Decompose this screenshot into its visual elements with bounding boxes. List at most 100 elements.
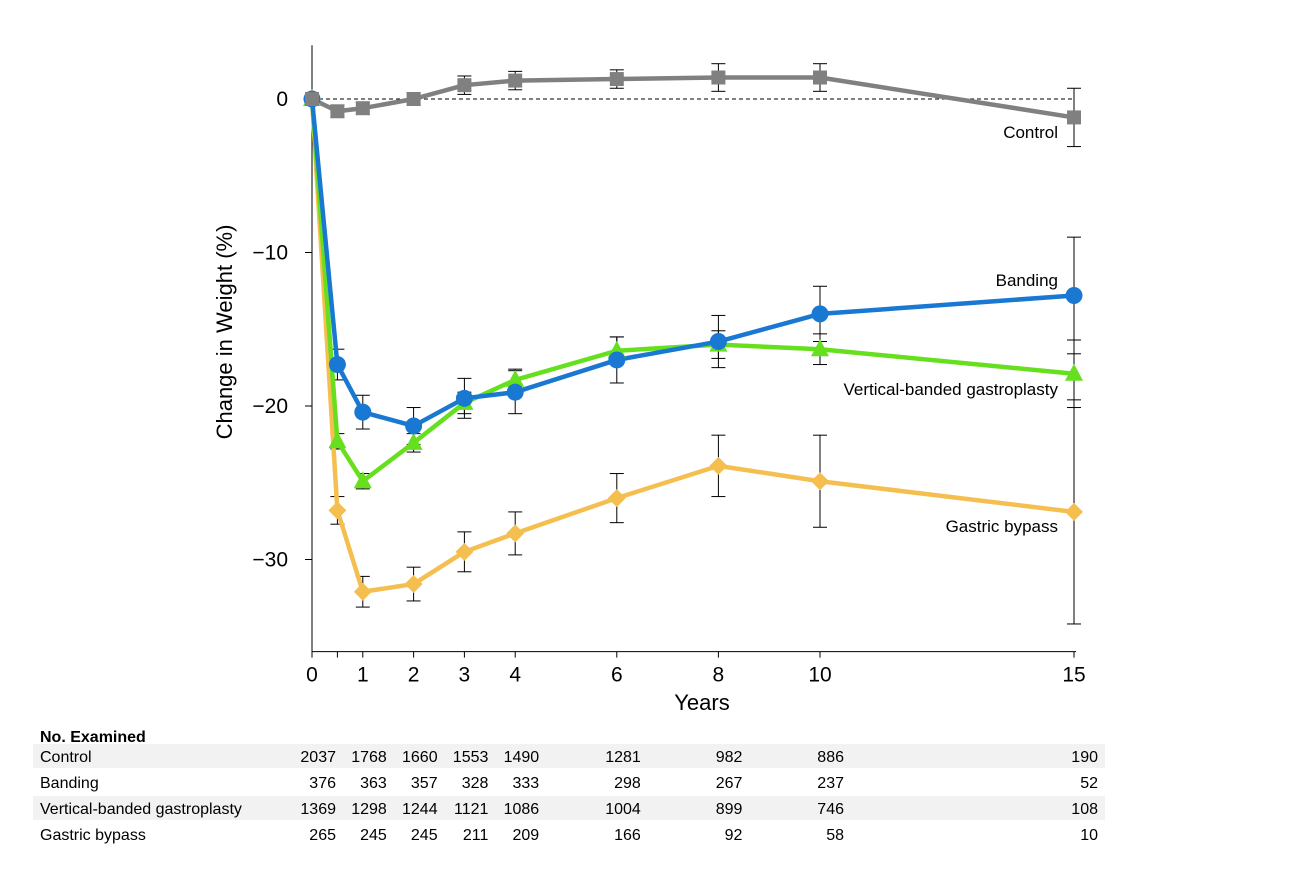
series-line-banding [309, 98, 1075, 429]
table-cell: 1086 [504, 801, 540, 818]
table-cell: 357 [411, 775, 438, 792]
table-row: Gastric bypass 265 245 245 211 209 166 92 58 10 [40, 827, 1098, 844]
series-line-vertical-banded-gastroplasty [309, 98, 1075, 484]
x-tick-label: 6 [611, 664, 623, 687]
x-axis-title: Years [674, 690, 729, 715]
data-point-banding [608, 351, 626, 369]
x-tick-label: 10 [808, 664, 831, 687]
table-cell: 899 [716, 801, 743, 818]
data-point-gastric-bypass [506, 524, 525, 543]
data-point-banding [328, 356, 346, 374]
table-cell: 1660 [402, 749, 438, 766]
series-label-control: Control [1003, 123, 1058, 142]
data-point-gastric-bypass [328, 501, 347, 520]
table-cell: 1553 [453, 749, 489, 766]
x-tick-label: 1 [357, 664, 369, 687]
chart-series [303, 63, 1083, 625]
series-line-gastric-bypass [309, 98, 1075, 594]
x-tick-label: 3 [459, 664, 471, 687]
data-point-gastric-bypass [404, 575, 423, 594]
data-point-banding [811, 305, 829, 323]
data-point-gastric-bypass [607, 489, 626, 508]
table-cell: 1490 [504, 749, 540, 766]
table-cell: 886 [817, 749, 844, 766]
table-cell: 298 [614, 775, 641, 792]
table-cell: 52 [1080, 775, 1098, 792]
x-tick-label: 15 [1062, 664, 1085, 687]
data-point-control [330, 104, 345, 119]
error-bars [305, 63, 1081, 625]
table-cell: 982 [716, 749, 743, 766]
series-label-banding: Banding [996, 271, 1058, 290]
data-point-vertical-banded-gastroplasty [811, 339, 829, 357]
x-tick-label: 4 [509, 664, 521, 687]
table-cell: 328 [462, 775, 489, 792]
table-cell: 376 [309, 775, 336, 792]
table-row: Vertical-banded gastroplasty 1369 1298 1244… [33, 796, 1105, 820]
table-cell: 108 [1071, 801, 1098, 818]
y-tick-label: −20 [252, 395, 288, 418]
data-point-control [457, 78, 472, 93]
table-row-shading [33, 744, 1105, 768]
x-tick-label: 0 [306, 664, 318, 687]
table-cell: 746 [817, 801, 844, 818]
table-cell: 245 [360, 827, 387, 844]
data-point-gastric-bypass [1065, 502, 1083, 521]
table-cell: 1369 [300, 801, 336, 818]
table-header: No. Examined [40, 729, 146, 746]
series-label-gastric-bypass: Gastric bypass [946, 517, 1058, 536]
series-markers [303, 70, 1083, 601]
data-point-control [406, 92, 421, 106]
table-cell: 58 [826, 827, 844, 844]
data-point-banding [709, 333, 727, 351]
table-cell: 1244 [402, 801, 438, 818]
data-point-vertical-banded-gastroplasty [506, 369, 525, 387]
table-row-label: Gastric bypass [40, 827, 146, 844]
data-point-banding [455, 389, 473, 407]
data-point-banding [506, 383, 524, 401]
table-cell: 209 [512, 827, 539, 844]
y-tick-label: −10 [252, 242, 288, 265]
data-point-vertical-banded-gastroplasty [1065, 363, 1083, 381]
table-cell: 10 [1080, 827, 1098, 844]
data-point-vertical-banded-gastroplasty [328, 431, 347, 449]
table-row-label: Banding [40, 775, 99, 792]
table-cell: 1004 [605, 801, 641, 818]
table-cell: 333 [512, 775, 539, 792]
table-cell: 2037 [300, 749, 336, 766]
data-point-banding [354, 403, 372, 421]
data-point-control [711, 70, 726, 85]
table-row-label: Vertical-banded gastroplasty [40, 801, 242, 818]
y-tick-label: −30 [252, 549, 288, 572]
data-point-gastric-bypass [353, 582, 372, 601]
data-point-gastric-bypass [455, 542, 474, 561]
data-point-control [355, 101, 370, 116]
table-cell: 190 [1071, 749, 1098, 766]
table-cell: 245 [411, 827, 438, 844]
table-cell: 92 [725, 827, 743, 844]
data-point-control [1067, 110, 1081, 125]
no-examined-table: No. Examined Control 2037 1768 1660 1553 1490… [33, 729, 1105, 844]
table-cell: 1298 [351, 801, 387, 818]
data-point-gastric-bypass [811, 472, 829, 491]
x-tick-label: 2 [408, 664, 420, 687]
series-label-vertical-banded-gastroplasty: Vertical-banded gastroplasty [843, 380, 1058, 399]
table-cell: 1768 [351, 749, 387, 766]
table-cell: 166 [614, 827, 641, 844]
data-point-gastric-bypass [709, 456, 728, 475]
data-point-control [609, 72, 624, 87]
table-row-label: Control [40, 749, 92, 766]
data-point-control [813, 70, 827, 85]
table-cell: 1281 [605, 749, 641, 766]
table-row: Banding 376 363 357 328 333 298 267 237 52 [40, 775, 1098, 792]
data-point-vertical-banded-gastroplasty [353, 471, 372, 489]
x-tick-label: 8 [713, 664, 725, 687]
data-point-control [508, 73, 523, 88]
data-point-vertical-banded-gastroplasty [404, 432, 423, 450]
chart-axes: 0 −10 −20 −30 0 1 2 3 4 6 8 10 15 [252, 45, 1086, 687]
y-axis-title: Change in Weight (%) [212, 225, 237, 440]
series-labels: Control Banding Vertical-banded gastropl… [843, 123, 1058, 536]
y-tick-label: 0 [276, 88, 288, 111]
series-line-control [311, 75, 1075, 120]
